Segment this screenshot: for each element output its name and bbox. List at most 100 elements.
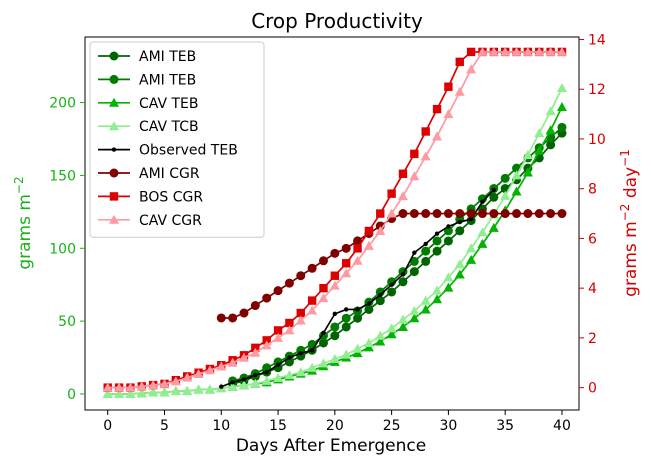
data-point xyxy=(397,191,408,201)
data-point xyxy=(318,293,329,303)
data-point xyxy=(262,293,272,303)
data-point xyxy=(273,326,283,335)
data-point xyxy=(443,236,453,246)
y-left-tick-label: 0 xyxy=(67,387,76,403)
data-point xyxy=(114,382,125,392)
series-line xyxy=(232,126,563,382)
data-point xyxy=(511,186,522,196)
y-axis-right-label-mid: day xyxy=(621,167,641,204)
data-point xyxy=(421,127,430,136)
y-axis-right-label: grams m−2 day−1 xyxy=(618,149,641,297)
data-point xyxy=(204,365,215,375)
x-tick-label: 20 xyxy=(326,418,344,434)
data-point xyxy=(512,209,522,219)
data-point xyxy=(446,224,451,229)
data-point xyxy=(329,280,340,290)
legend-label: CAV TEB xyxy=(139,96,199,112)
data-point xyxy=(397,314,408,324)
data-point xyxy=(466,243,477,253)
data-point xyxy=(353,244,362,253)
data-point xyxy=(500,46,511,56)
data-point xyxy=(522,167,533,177)
x-tick-label: 30 xyxy=(439,418,457,434)
data-point xyxy=(309,348,315,353)
series-layer xyxy=(102,46,567,398)
data-point xyxy=(125,382,136,392)
data-point xyxy=(523,209,533,219)
legend-swatch-marker xyxy=(109,51,119,61)
data-point xyxy=(363,337,374,347)
legend-entry: AMI CGR xyxy=(98,166,200,182)
legend-label: AMI TEB xyxy=(139,49,196,65)
data-point xyxy=(477,209,487,219)
data-point xyxy=(318,331,328,341)
series-line xyxy=(221,212,562,319)
data-point xyxy=(264,369,269,375)
y-right-tick-label: 6 xyxy=(588,231,597,247)
data-point xyxy=(114,388,125,398)
legend-swatch-marker xyxy=(109,121,119,131)
data-point xyxy=(546,140,556,150)
y-right-tick-label: 2 xyxy=(588,331,597,347)
data-point xyxy=(386,329,397,339)
data-point xyxy=(466,254,477,264)
data-point xyxy=(387,189,396,198)
data-point xyxy=(355,307,360,312)
chart-title: Crop Productivity xyxy=(251,9,423,33)
series-5 xyxy=(216,209,567,323)
data-point xyxy=(409,256,419,266)
y-right-tick-label: 12 xyxy=(588,82,606,98)
data-point xyxy=(534,145,545,155)
data-point xyxy=(341,322,351,332)
y-right-tick-label: 0 xyxy=(588,381,597,397)
data-point xyxy=(332,311,338,317)
legend-label: CAV CGR xyxy=(139,213,202,229)
data-point xyxy=(253,372,258,378)
series-1 xyxy=(228,122,567,386)
data-point xyxy=(500,190,511,200)
data-point xyxy=(182,372,193,382)
data-point xyxy=(318,256,328,266)
data-point xyxy=(409,267,419,277)
data-point xyxy=(557,209,567,219)
data-point xyxy=(491,187,497,193)
x-tick-label: 15 xyxy=(269,418,287,434)
y-axis-left-label-main: grams m xyxy=(15,194,35,270)
data-point xyxy=(400,272,406,277)
y-axis-left-label: grams m−2 xyxy=(12,176,35,269)
data-point xyxy=(330,248,340,258)
data-point xyxy=(330,271,340,280)
data-point xyxy=(216,361,227,371)
series-7 xyxy=(102,46,567,392)
data-point xyxy=(376,209,385,218)
data-point xyxy=(296,271,306,281)
data-point xyxy=(546,209,556,219)
data-point xyxy=(353,313,363,323)
data-point xyxy=(420,295,431,305)
legend-entry: BOS CGR xyxy=(98,189,203,205)
y-right-tick-label: 4 xyxy=(588,281,597,297)
x-tick-label: 0 xyxy=(103,418,112,434)
legend-entry: Observed TEB xyxy=(98,143,238,159)
data-point xyxy=(250,301,260,311)
data-point xyxy=(284,325,295,335)
y-left-tick-label: 100 xyxy=(49,241,76,257)
y-axis-right-label-sup1: −2 xyxy=(618,204,632,222)
data-point xyxy=(477,194,487,204)
data-point xyxy=(398,209,408,219)
x-axis: 0 5 10 15 20 25 30 35 40 xyxy=(103,410,571,434)
data-point xyxy=(409,209,419,219)
legend-label: CAV TCB xyxy=(139,119,199,135)
data-point xyxy=(273,286,283,296)
data-point xyxy=(228,313,238,323)
legend-swatch-marker xyxy=(109,192,119,201)
data-point xyxy=(455,226,465,236)
y-left-tick-label: 50 xyxy=(58,314,76,330)
data-point xyxy=(409,305,420,315)
data-point xyxy=(148,380,159,390)
data-point xyxy=(443,272,454,282)
data-point xyxy=(307,362,318,372)
data-point xyxy=(102,382,113,392)
data-point xyxy=(432,131,443,141)
